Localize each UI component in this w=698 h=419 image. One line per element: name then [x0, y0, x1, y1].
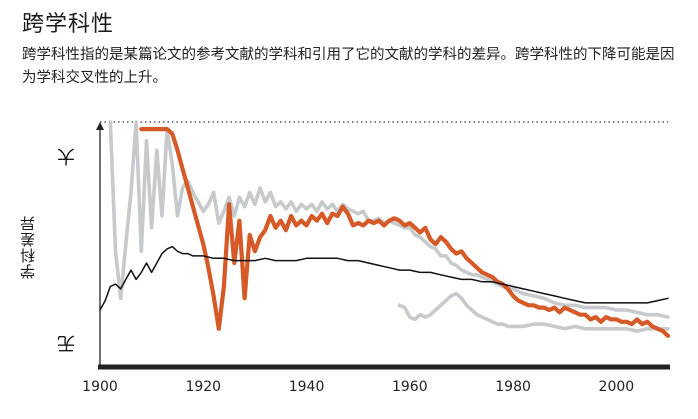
x-tick-label: 1920	[185, 379, 221, 395]
series-line-average-3	[99, 245, 669, 311]
series-line-highlight-2	[139, 127, 671, 338]
series-line-gray-1	[397, 291, 670, 333]
page-subtitle: 跨学科性指的是某篇论文的参考文献的学科和引用了它的文献的学科的差异。跨学科性的下…	[22, 47, 675, 86]
x-tick-label: 1900	[82, 379, 118, 395]
x-tick-label: 1980	[495, 379, 531, 395]
x-tick-label: 1940	[289, 379, 325, 395]
y-axis-arrow	[96, 122, 104, 130]
x-tick-label: 1960	[392, 379, 428, 395]
x-tick-label: 2000	[599, 379, 635, 395]
page-title: 跨学科性	[22, 12, 115, 37]
